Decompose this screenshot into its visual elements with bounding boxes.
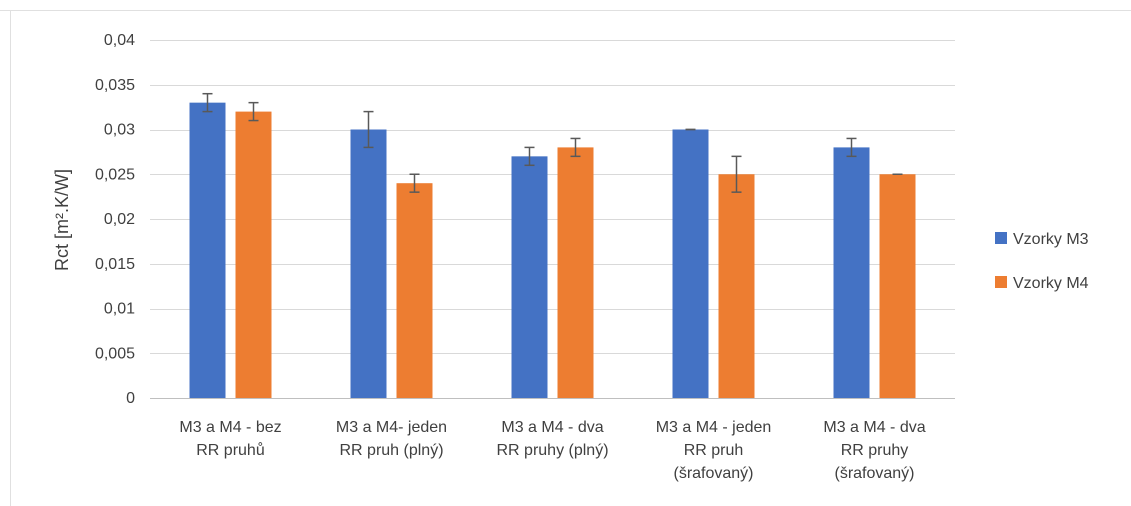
y-tick-label: 0,025 bbox=[95, 166, 135, 183]
bar-m4 bbox=[557, 147, 594, 398]
y-tick-label: 0,035 bbox=[95, 77, 135, 94]
x-category-label: M3 a M4 - dva RR pruhy (plný) bbox=[496, 419, 608, 459]
bars bbox=[189, 102, 916, 399]
bar-m4 bbox=[718, 174, 755, 398]
x-category-label: M3 a M4 - dva RR pruhy (šrafovaný) bbox=[823, 419, 925, 482]
bar-m3 bbox=[511, 156, 548, 398]
y-tick-label: 0,02 bbox=[104, 211, 135, 228]
bar-m4 bbox=[396, 183, 433, 398]
bar-m3 bbox=[833, 147, 870, 398]
error-bars bbox=[202, 92, 903, 193]
y-tick-label: 0,01 bbox=[104, 301, 135, 318]
legend: Vzorky M3 Vzorky M4 bbox=[995, 231, 1089, 292]
legend-label: Vzorky M3 bbox=[1013, 231, 1089, 248]
legend-swatch bbox=[995, 232, 1007, 244]
y-tick-labels: 0 0,005 0,01 0,015 0,02 0,025 0,03 0,035 0,04 bbox=[95, 32, 135, 407]
bar-m3 bbox=[672, 129, 709, 398]
bar-m3 bbox=[189, 102, 226, 399]
y-tick-label: 0,015 bbox=[95, 256, 135, 273]
x-category-labels: M3 a M4 - bez RR pruhů M3 a M4- jeden RR pr… bbox=[179, 419, 925, 482]
legend-swatch bbox=[995, 276, 1007, 288]
x-category-label: M3 a M4 - bez RR pruhů bbox=[179, 419, 281, 459]
y-axis-label: Rct [m².K/W] bbox=[52, 169, 72, 271]
legend-label: Vzorky M4 bbox=[1013, 275, 1089, 292]
bar-m3 bbox=[350, 129, 387, 398]
y-tick-label: 0,03 bbox=[104, 122, 135, 139]
gridlines bbox=[150, 40, 955, 399]
x-category-label: M3 a M4 - jeden RR pruh (šrafovaný) bbox=[656, 419, 772, 482]
bar-m4 bbox=[235, 111, 272, 398]
y-tick-label: 0 bbox=[126, 390, 135, 407]
y-tick-label: 0,005 bbox=[95, 345, 135, 362]
x-category-label: M3 a M4- jeden RR pruh (plný) bbox=[336, 419, 447, 459]
y-tick-label: 0,04 bbox=[104, 32, 135, 49]
bar-m4 bbox=[879, 174, 916, 398]
